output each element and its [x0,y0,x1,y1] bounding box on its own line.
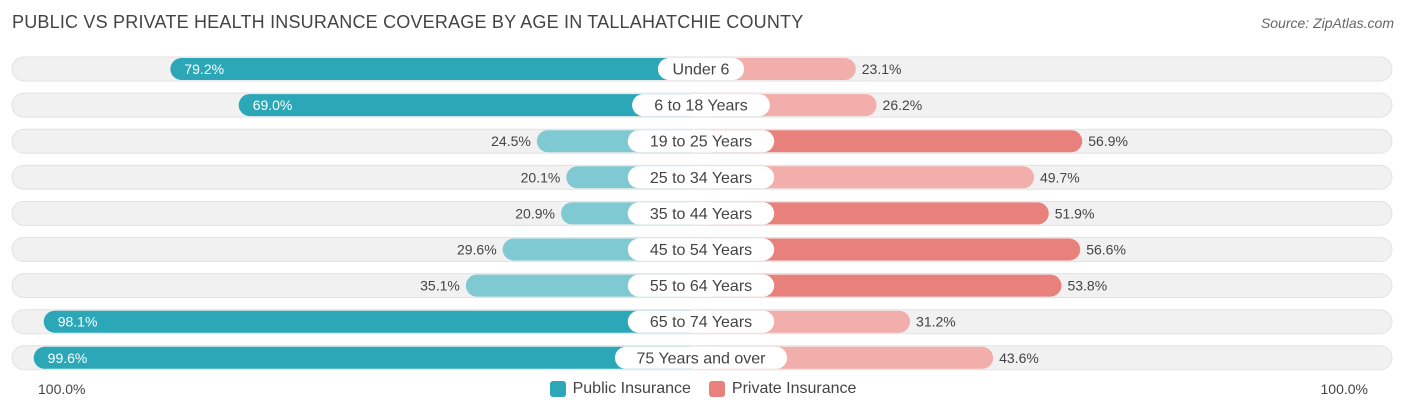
public-bar [33,346,702,369]
legend-swatch-private [708,381,725,397]
legend-label-public: Public Insurance [572,380,691,397]
public-value-label: 24.5% [491,133,531,149]
legend-label-private: Private Insurance [731,380,857,397]
private-value-label: 53.8% [1067,278,1107,294]
legend: Public Insurance Private Insurance [0,380,1406,398]
legend-item-private: Private Insurance [708,380,857,398]
public-value-label: 35.1% [420,278,460,294]
public-value-label: 79.2% [184,61,224,77]
private-bar [701,274,1062,297]
private-value-label: 31.2% [916,314,956,330]
category-label: 55 to 64 Years [650,278,752,295]
private-bar [701,166,1034,189]
category-pill [627,274,775,297]
private-bar [701,130,1083,153]
public-bar [170,58,702,80]
private-value-label: 51.9% [1055,205,1095,221]
public-bar [238,94,701,117]
public-value-label: 99.6% [48,350,88,366]
private-value-label: 56.9% [1088,133,1128,149]
category-pill [632,94,770,117]
category-label: 75 Years and over [637,350,767,367]
public-value-label: 69.0% [253,97,293,113]
public-value-label: 98.1% [58,314,98,330]
category-pill [627,310,775,333]
category-label: Under 6 [673,62,730,79]
category-pill [614,346,788,369]
legend-swatch-public [549,381,566,397]
public-bar [43,310,702,333]
category-label: 25 to 34 Years [650,170,752,187]
private-bar [701,202,1049,225]
category-pill [627,202,775,225]
axis-right-label: 100.0% [1320,381,1368,397]
category-label: 6 to 18 Years [654,98,747,115]
category-pill [657,58,745,80]
private-value-label: 56.6% [1086,242,1126,258]
public-value-label: 29.6% [457,242,497,258]
category-pill [627,166,775,189]
category-label: 45 to 54 Years [650,242,752,259]
category-label: 65 to 74 Years [650,314,752,331]
private-value-label: 26.2% [883,97,923,113]
private-value-label: 23.1% [862,61,902,77]
axis-left-label: 100.0% [38,381,86,397]
private-value-label: 49.7% [1040,169,1080,185]
category-pill [627,238,775,261]
private-bar [701,238,1081,261]
chart-title: PUBLIC VS PRIVATE HEALTH INSURANCE COVER… [12,12,804,32]
category-label: 35 to 44 Years [650,206,752,223]
category-pill [627,130,775,153]
category-label: 19 to 25 Years [650,134,752,151]
public-value-label: 20.1% [521,169,561,185]
private-value-label: 43.6% [999,350,1039,366]
legend-item-public: Public Insurance [549,380,691,398]
public-value-label: 20.9% [515,205,555,221]
source-label: Source: ZipAtlas.com [1260,15,1394,31]
